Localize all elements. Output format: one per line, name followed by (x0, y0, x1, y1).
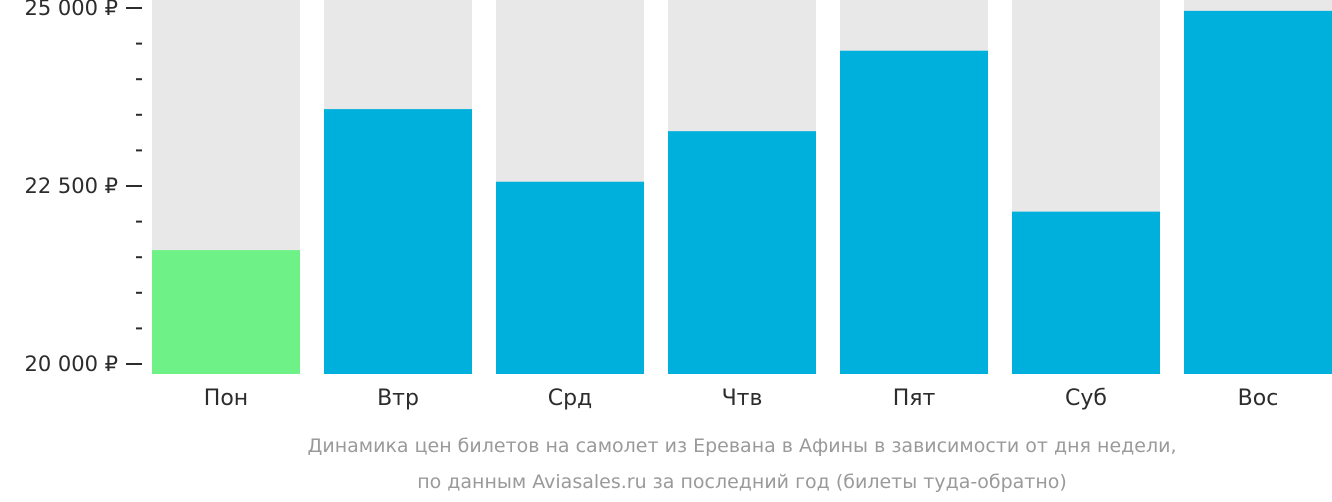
bar-4[interactable] (668, 131, 816, 374)
bar-1[interactable] (152, 250, 300, 374)
x-category-label: Пон (204, 386, 248, 411)
caption-line-1: Динамика цен билетов на самолет из Ерева… (308, 435, 1177, 457)
x-axis-labels: Пон Втр Срд Чтв Пят Суб Вос (204, 386, 1279, 411)
y-tick-label: 25 000 ₽ (24, 0, 118, 20)
x-category-label: Вос (1238, 386, 1279, 411)
bar-3[interactable] (496, 181, 644, 374)
x-category-label: Чтв (722, 386, 763, 411)
bar-6[interactable] (1012, 211, 1160, 374)
y-axis: 20 000 ₽ 22 500 ₽ 25 000 ₽ (24, 0, 142, 376)
y-tick-label: 20 000 ₽ (24, 352, 118, 376)
x-category-label: Суб (1065, 386, 1107, 411)
x-category-label: Втр (377, 386, 419, 411)
bar-7[interactable] (1184, 10, 1332, 375)
chart-caption: Динамика цен билетов на самолет из Ерева… (308, 435, 1177, 493)
x-category-label: Срд (548, 386, 593, 411)
y-tick-label: 22 500 ₽ (24, 174, 118, 198)
caption-line-2: по данным Aviasales.ru за последний год … (417, 471, 1067, 493)
x-category-label: Пят (893, 386, 936, 411)
bars (152, 0, 1332, 375)
bar-5[interactable] (840, 50, 988, 374)
bar-2[interactable] (324, 109, 472, 374)
